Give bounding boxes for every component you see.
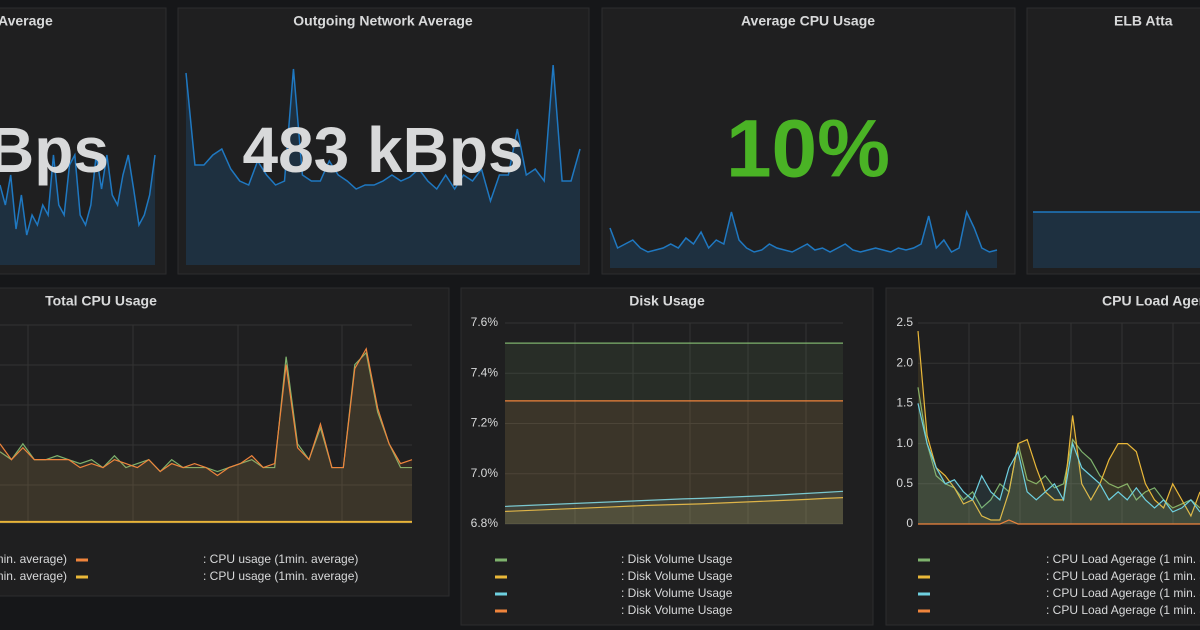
panel — [177, 7, 590, 275]
panel — [460, 287, 874, 626]
series-line — [504, 490, 844, 508]
legend-marker — [918, 575, 930, 579]
sparkline-area — [1033, 212, 1200, 268]
y-tick-label: 7.4% — [471, 365, 499, 379]
panel-title: Outgoing Network Average — [293, 13, 473, 29]
series-area — [918, 387, 1200, 524]
sparkline — [185, 64, 581, 204]
legend-marker — [918, 558, 930, 562]
legend-marker — [495, 592, 507, 596]
y-tick-label: 2.0 — [896, 355, 913, 369]
y-tick-label: 0 — [906, 516, 913, 530]
series-line — [917, 330, 1200, 521]
panel — [601, 7, 1016, 275]
legend-marker — [76, 558, 88, 562]
series-line — [917, 387, 1200, 509]
legend-label: : CPU usage (1min. average) — [203, 569, 358, 583]
legend-marker — [495, 558, 507, 562]
stat-value: 10% — [726, 104, 890, 195]
y-tick-label: 1.5 — [896, 396, 913, 410]
series-line — [917, 403, 1200, 513]
legend-label: : CPU Load Agerage (1 min. a — [1046, 569, 1200, 583]
panel — [1026, 7, 1200, 275]
legend-marker — [918, 592, 930, 596]
legend-label: : Disk Volume Usage — [621, 603, 733, 617]
series-area — [505, 343, 843, 524]
panel-title: Total CPU Usage — [45, 293, 157, 309]
series-area — [918, 331, 1200, 524]
y-tick-label: 7.0% — [471, 466, 499, 480]
panel-title: Average — [0, 13, 53, 29]
legend-label: : CPU Load Agerage (1 min. a — [1046, 552, 1200, 566]
grid — [0, 323, 1174, 524]
stat-value: 483 kBps — [242, 114, 523, 186]
panel-title: CPU Load Ager — [1102, 293, 1200, 309]
sparkline-area — [186, 65, 580, 265]
sparkline-area — [0, 155, 155, 265]
series-area — [0, 348, 412, 523]
series-line — [504, 497, 844, 513]
panel — [885, 287, 1200, 626]
sparkline — [0, 152, 156, 236]
sparkline-area — [610, 212, 997, 268]
legend-marker — [76, 575, 88, 579]
legend-label: min. average) — [0, 569, 67, 583]
legend-label: : Disk Volume Usage — [621, 586, 733, 600]
sparkline — [609, 209, 998, 253]
legend-label: : CPU usage (1min. average) — [203, 552, 358, 566]
legend-label: : Disk Volume Usage — [621, 569, 733, 583]
series-area — [505, 491, 843, 524]
panel-title: Disk Usage — [629, 293, 705, 309]
panel-title: Average CPU Usage — [741, 13, 875, 29]
y-tick-label: 7.6% — [471, 315, 499, 329]
legend-label: : CPU Load Agerage (1 min. a — [1046, 586, 1200, 600]
legend-marker — [495, 575, 507, 579]
stat-value: Bps — [0, 114, 109, 186]
series-line — [0, 347, 413, 477]
y-tick-label: 1.0 — [896, 436, 913, 450]
y-tick-label: 0.5 — [896, 476, 913, 490]
panel — [0, 287, 450, 597]
legend-marker — [918, 609, 930, 613]
series-line — [918, 519, 1200, 525]
legend-label: min. average) — [0, 552, 67, 566]
legend-marker — [495, 609, 507, 613]
series-area — [505, 497, 843, 524]
y-tick-label: 6.8% — [471, 516, 499, 530]
series-area — [505, 400, 843, 524]
y-tick-label: 2.5 — [896, 315, 913, 329]
series-area — [918, 403, 1200, 524]
y-tick-label: 7.2% — [471, 416, 499, 430]
legend-label: : CPU Load Agerage (1 min. a — [1046, 603, 1200, 617]
series-area — [0, 352, 412, 523]
panel-title: ELB Atta — [1114, 13, 1173, 29]
legend-label: : Disk Volume Usage — [621, 552, 733, 566]
